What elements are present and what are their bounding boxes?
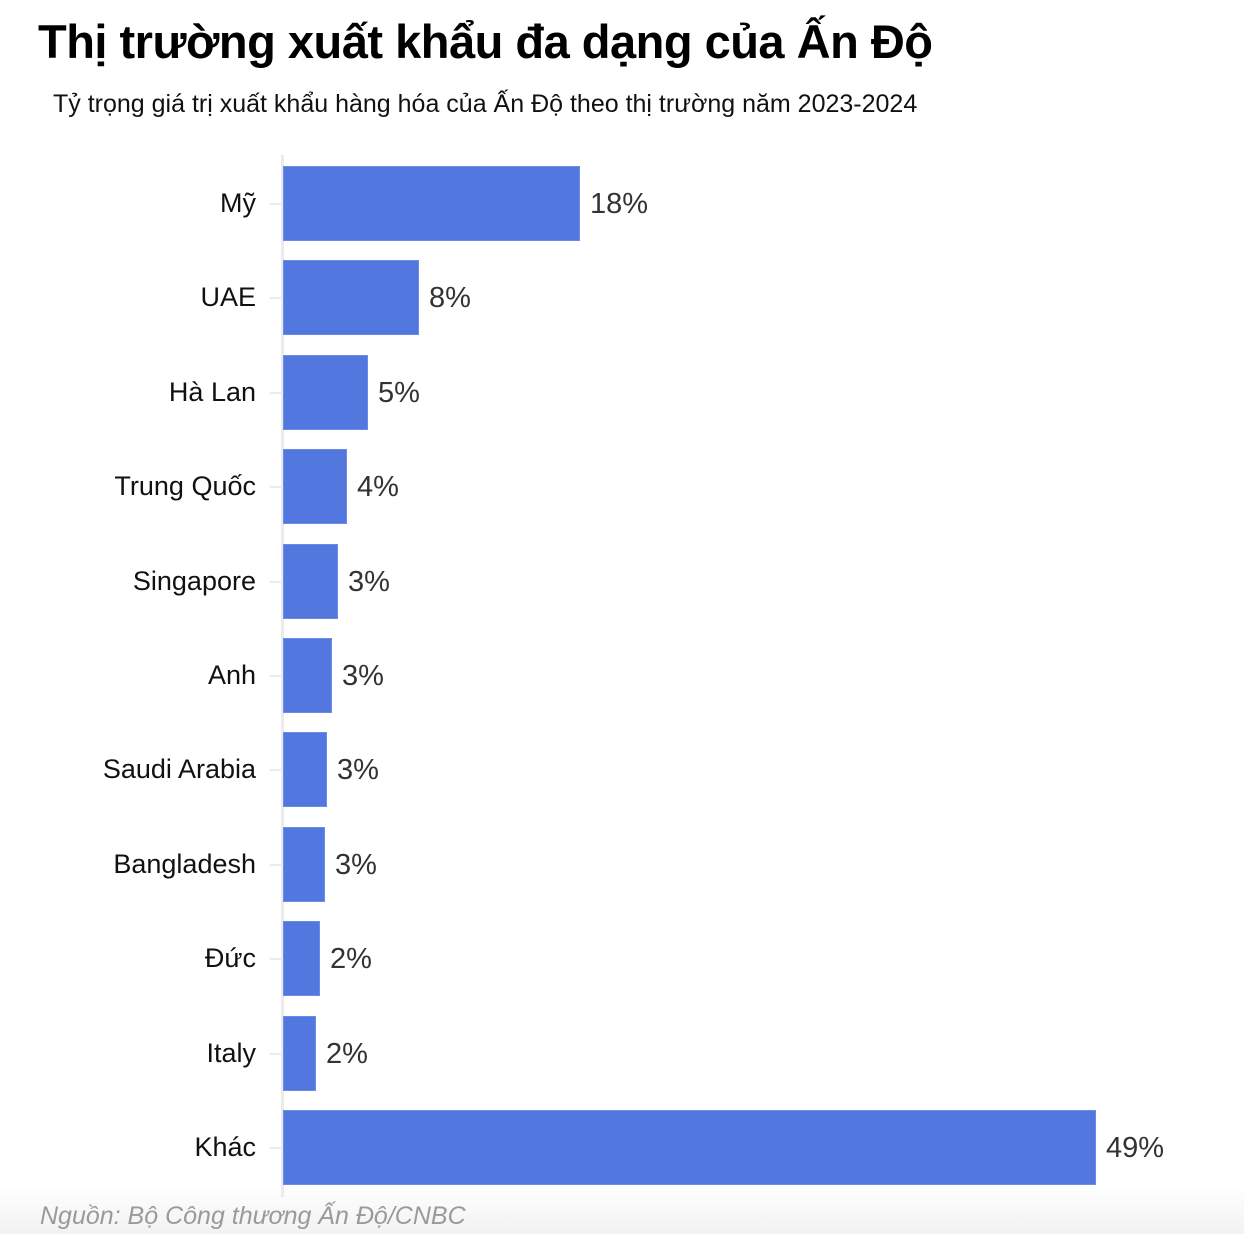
axis-tick [270, 486, 282, 488]
bar-row-duc: Đức 2% [0, 921, 1244, 997]
axis-tick [270, 203, 282, 205]
bar [283, 827, 325, 902]
category-label: Singapore [132, 566, 256, 596]
value-label: 4% [357, 471, 399, 503]
category-label: Anh [207, 660, 256, 690]
source-note: Nguồn: Bộ Công thương Ấn Độ/CNBC [40, 1202, 466, 1230]
bar [283, 260, 419, 335]
axis-tick [270, 581, 282, 583]
axis-tick [270, 392, 282, 394]
bar [283, 449, 347, 524]
bar-row-singapore: Singapore 3% [0, 544, 1244, 620]
bar [283, 355, 368, 430]
value-label: 8% [429, 282, 471, 314]
bar [283, 1016, 316, 1091]
value-label: 3% [335, 849, 377, 881]
value-label: 3% [342, 660, 384, 692]
value-label: 2% [330, 943, 372, 975]
value-label: 5% [378, 377, 420, 409]
bar [283, 1110, 1096, 1185]
axis-tick [270, 675, 282, 677]
bar-row-khac: Khác 49% [0, 1110, 1244, 1186]
axis-tick [270, 864, 282, 866]
category-label: Hà Lan [168, 377, 256, 407]
value-label: 2% [326, 1038, 368, 1070]
bar [283, 732, 327, 807]
y-axis-line [281, 155, 284, 1197]
bar [283, 921, 320, 996]
category-label: UAE [200, 282, 256, 312]
axis-tick [270, 297, 282, 299]
category-label: Bangladesh [113, 849, 256, 879]
category-label: Trung Quốc [114, 471, 256, 501]
axis-tick [270, 769, 282, 771]
bar-row-italy: Italy 2% [0, 1016, 1244, 1092]
bar-row-saudi-arabia: Saudi Arabia 3% [0, 732, 1244, 808]
value-label: 18% [590, 188, 649, 220]
bar-row-ha-lan: Hà Lan 5% [0, 355, 1244, 431]
category-label: Đức [204, 943, 256, 973]
axis-tick [270, 1053, 282, 1055]
bar [283, 638, 332, 713]
footer-background [0, 1185, 1244, 1234]
category-label: Khác [194, 1132, 256, 1162]
axis-tick [270, 958, 282, 960]
bar [283, 544, 338, 619]
value-label: 49% [1106, 1132, 1165, 1164]
bar-row-bangladesh: Bangladesh 3% [0, 827, 1244, 903]
bar-row-trung-quoc: Trung Quốc 4% [0, 449, 1244, 525]
category-label: Saudi Arabia [102, 754, 256, 784]
bar-row-uae: UAE 8% [0, 260, 1244, 336]
chart-subtitle: Tỷ trọng giá trị xuất khẩu hàng hóa của … [53, 90, 918, 118]
category-label: Italy [206, 1038, 256, 1068]
bar-row-anh: Anh 3% [0, 638, 1244, 714]
bar [283, 166, 580, 241]
value-label: 3% [348, 566, 390, 598]
chart-title: Thị trường xuất khẩu đa dạng của Ấn Độ [38, 15, 933, 68]
category-label: Mỹ [220, 188, 256, 218]
bar-row-my: Mỹ 18% [0, 166, 1244, 242]
value-label: 3% [337, 754, 379, 786]
axis-tick [270, 1147, 282, 1149]
